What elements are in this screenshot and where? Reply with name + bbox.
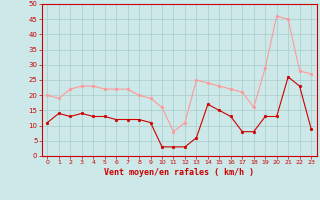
X-axis label: Vent moyen/en rafales ( km/h ): Vent moyen/en rafales ( km/h ): [104, 168, 254, 177]
